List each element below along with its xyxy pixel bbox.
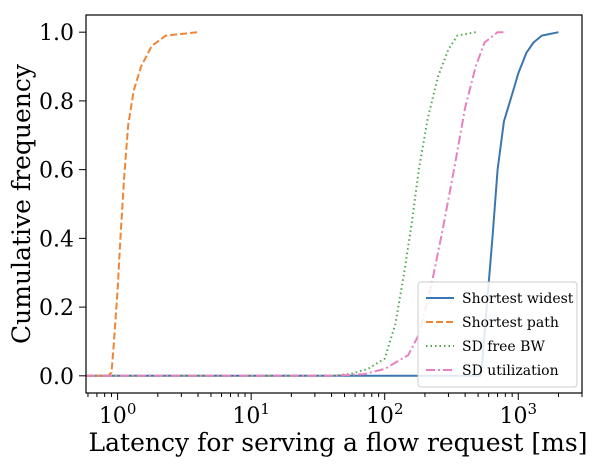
x-axis-label: Latency for serving a flow request [ms] <box>89 428 588 457</box>
y-tick-label: 1.0 <box>39 21 74 46</box>
x-tick-label: 101 <box>232 400 270 429</box>
legend-entry: Shortest path <box>462 315 559 331</box>
x-tick-label: 100 <box>99 400 137 429</box>
x-tick-label: 103 <box>500 400 538 429</box>
series-line-3 <box>86 31 506 377</box>
y-tick-label: 0.6 <box>39 159 74 184</box>
x-axis-ticks: 100 101 102 103 <box>87 393 583 429</box>
legend: Shortest widest Shortest path SD free BW SD… <box>417 281 578 388</box>
plot-frame <box>85 14 583 394</box>
series-line-1 <box>86 31 199 377</box>
x-tick-label: 102 <box>366 400 404 429</box>
legend-entry: Shortest widest <box>462 291 574 307</box>
legend-entry: SD utilization <box>462 363 559 379</box>
series-line-2 <box>86 31 476 377</box>
legend-entry: SD free BW <box>462 339 545 355</box>
y-tick-label: 0.0 <box>39 365 74 390</box>
y-axis-ticks: 0.0 0.2 0.4 0.6 0.8 1.0 <box>39 21 86 390</box>
legend-box <box>417 281 578 388</box>
y-tick-label: 0.8 <box>39 90 74 115</box>
y-tick-label: 0.4 <box>39 227 74 252</box>
y-axis-label: Cumulative frequency <box>7 63 36 344</box>
y-tick-label: 0.2 <box>39 296 74 321</box>
